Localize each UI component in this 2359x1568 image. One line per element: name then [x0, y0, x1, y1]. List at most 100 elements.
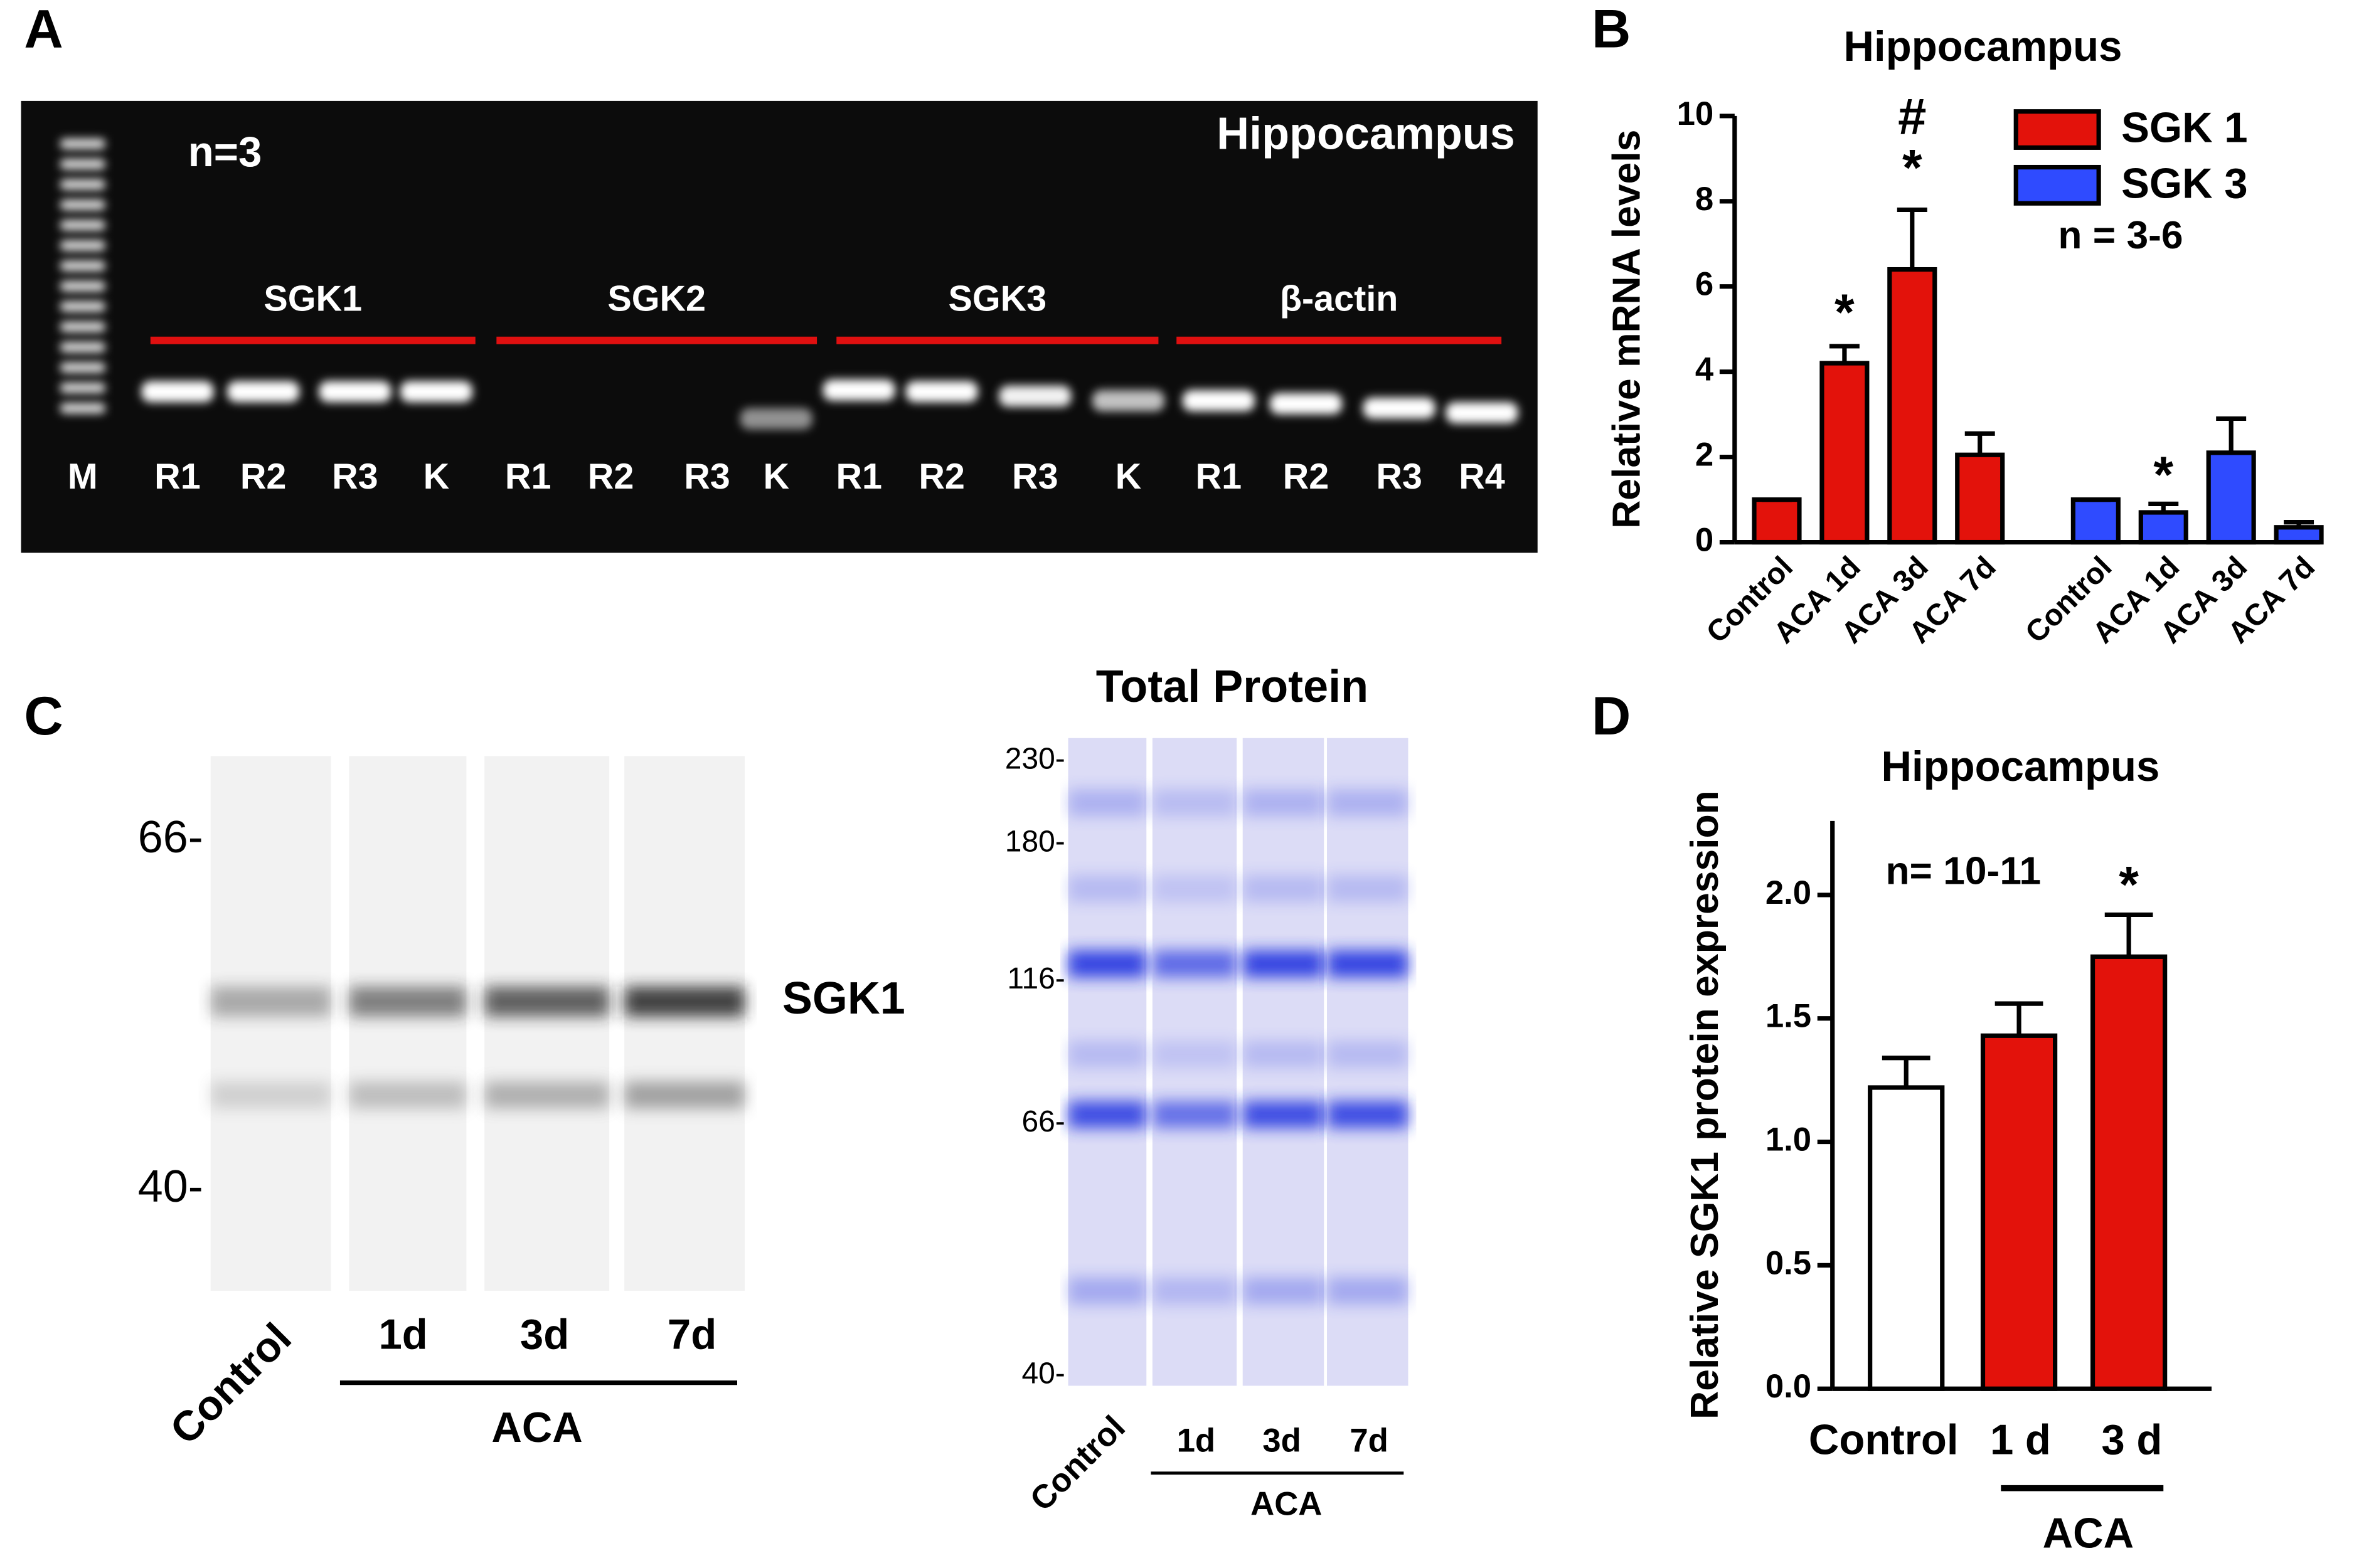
lane-label: R2 — [588, 457, 634, 497]
bar — [2274, 525, 2324, 545]
gel-band — [141, 381, 214, 403]
lane — [484, 756, 610, 1291]
ladder-band — [60, 159, 105, 170]
x-tick-label: 3 d — [2101, 1416, 2162, 1463]
y-tick-label: 10 — [1677, 95, 1714, 132]
band-label: SGK1 — [782, 973, 905, 1024]
band — [349, 987, 467, 1017]
lane-label: R2 — [1283, 457, 1329, 497]
legend-swatch — [2013, 109, 2101, 150]
band — [1327, 1101, 1408, 1128]
lane-label: K — [764, 457, 790, 497]
band — [1242, 1101, 1324, 1128]
y-tick-label: 0.5 — [1765, 1244, 1811, 1281]
y-tick-label: 1.5 — [1765, 998, 1811, 1035]
panel-label: A — [24, 0, 63, 60]
band — [1327, 950, 1408, 978]
band — [1327, 1041, 1408, 1068]
n-label: n=3 — [188, 129, 262, 176]
y-tick-label: 4 — [1695, 351, 1714, 388]
band — [484, 987, 610, 1017]
lane-label: 7d — [1350, 1422, 1388, 1459]
ladder-band — [60, 342, 105, 352]
marker-label: 230- — [1005, 742, 1065, 775]
x-tick-label: 1 d — [1990, 1416, 2051, 1463]
lane-label: R3 — [1376, 457, 1422, 497]
band — [210, 1081, 331, 1109]
band — [1068, 950, 1147, 978]
gene-label: SGK2 — [607, 278, 706, 319]
bar — [1887, 267, 1937, 545]
band — [484, 1081, 610, 1109]
gel-band — [227, 381, 300, 403]
lane-label: Control — [1023, 1409, 1132, 1518]
n-label: n= 10-11 — [1885, 849, 2041, 893]
gel-background — [21, 100, 1538, 553]
lane-label: 1d — [1177, 1422, 1216, 1459]
y-tick-label: 0.0 — [1765, 1368, 1811, 1405]
ladder-band — [60, 138, 105, 149]
band — [1242, 1277, 1324, 1305]
lane-label: R3 — [1012, 457, 1058, 497]
band — [1152, 1041, 1237, 1068]
band — [1327, 875, 1408, 903]
group-label: ACA — [2043, 1510, 2134, 1557]
bar — [1868, 1085, 1945, 1391]
lane — [624, 756, 745, 1291]
marker-label: 40- — [1021, 1357, 1065, 1390]
gel-band — [319, 381, 391, 403]
lane — [349, 756, 467, 1291]
gel-band — [740, 408, 812, 430]
band — [1152, 789, 1237, 817]
gel-c — [210, 738, 1408, 1386]
band — [1068, 1101, 1147, 1128]
marker-label: 66- — [1021, 1105, 1065, 1138]
lane-label: Control — [161, 1314, 301, 1453]
band — [1327, 1277, 1408, 1305]
gel-band — [400, 381, 472, 403]
legend-label: SGK 1 — [2121, 105, 2247, 152]
gel-band — [1092, 389, 1165, 411]
ladder-band — [60, 199, 105, 211]
band — [1152, 1277, 1237, 1305]
chart-title: Hippocampus — [1844, 23, 2122, 70]
band — [1068, 789, 1147, 817]
gene-label: SGK3 — [949, 278, 1047, 319]
band — [1152, 950, 1237, 978]
blot-title: Total Protein — [1096, 662, 1368, 712]
lane-label: 7d — [668, 1311, 716, 1358]
band — [1152, 1101, 1237, 1128]
annotation: * — [1834, 284, 1855, 341]
y-tick-label: 2 — [1695, 437, 1713, 474]
annotation: * — [2153, 447, 2173, 504]
band — [624, 1081, 745, 1109]
band — [1068, 1041, 1147, 1068]
band — [1242, 950, 1324, 978]
lane-label: K — [1116, 457, 1142, 497]
lane-label: R2 — [240, 457, 287, 497]
lane-label: R1 — [154, 457, 201, 497]
annotation: # — [1898, 88, 1926, 146]
legend-swatch — [2013, 164, 2101, 206]
band — [1152, 875, 1237, 903]
bar — [2090, 954, 2168, 1391]
lane-label: M — [68, 457, 98, 497]
gene-label: SGK1 — [264, 278, 362, 319]
ladder-band — [60, 362, 105, 373]
bar — [2070, 497, 2121, 545]
gel-band — [1446, 402, 1518, 423]
bar — [1752, 497, 1802, 545]
marker-label: 180- — [1005, 825, 1065, 859]
ladder-band — [60, 179, 105, 190]
ladder-band — [60, 321, 105, 332]
gel-band — [999, 385, 1072, 407]
band — [1242, 875, 1324, 903]
bar — [1980, 1033, 2058, 1391]
lane — [210, 756, 331, 1291]
ladder-band — [60, 220, 105, 231]
annotation: * — [1902, 139, 1922, 196]
marker-label: 66- — [138, 812, 203, 862]
lane-label: R1 — [836, 457, 882, 497]
y-tick-label: 6 — [1695, 266, 1713, 303]
ladder-band — [60, 382, 105, 393]
